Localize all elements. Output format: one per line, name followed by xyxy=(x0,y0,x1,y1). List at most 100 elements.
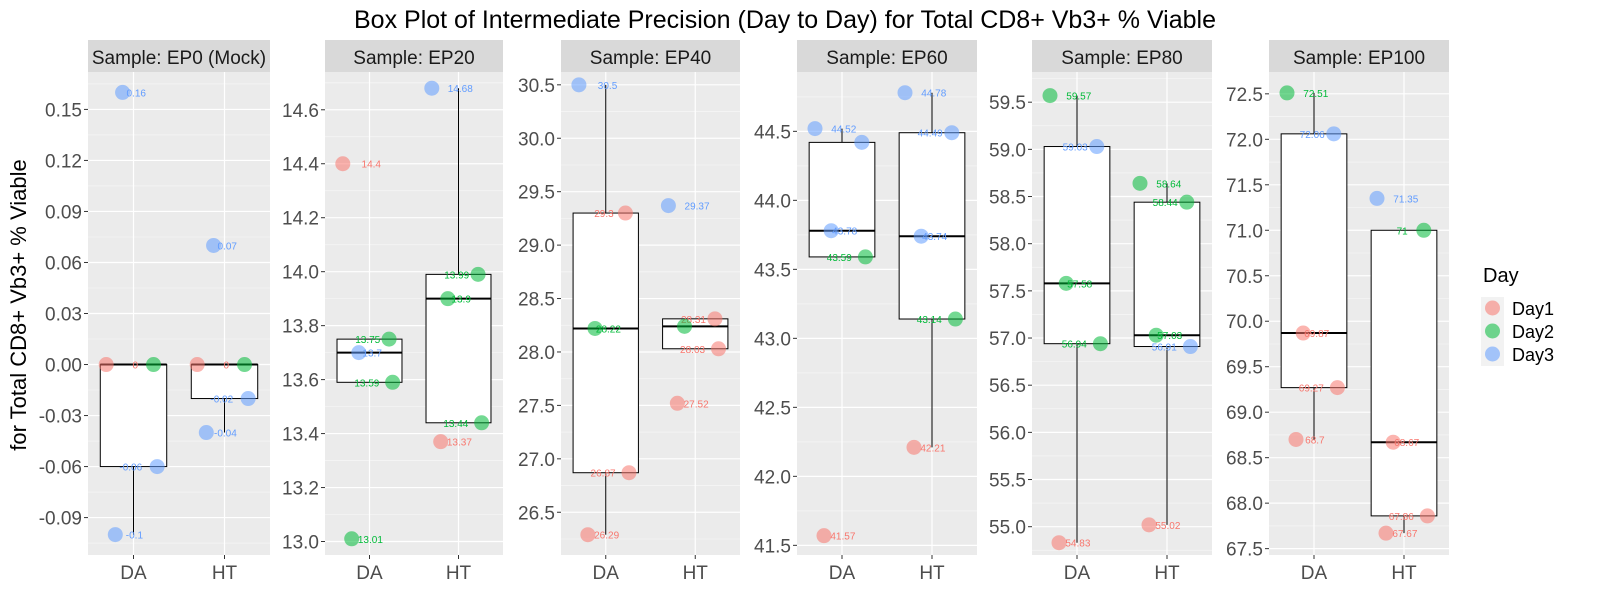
y-tick-label: 57.0 xyxy=(989,329,1026,350)
data-point xyxy=(1295,325,1311,341)
data-label: 0 xyxy=(224,361,230,372)
data-point xyxy=(906,439,922,455)
data-point xyxy=(897,85,913,101)
y-tick-label: 29.0 xyxy=(518,236,555,257)
data-point xyxy=(947,311,963,327)
data-label: -0.02 xyxy=(210,395,233,406)
facet-panel: Sample: EP20 13.0 13.2 13.4 13.6 13.8 14.0 14.2… xyxy=(282,40,503,584)
facet-title: Sample: EP0 (Mock) xyxy=(92,48,266,69)
box xyxy=(1133,201,1201,348)
x-tick-label: DA xyxy=(1301,563,1328,584)
data-label: 43.14 xyxy=(917,315,942,326)
data-label: 71 xyxy=(1397,226,1409,237)
facet-strip xyxy=(88,40,270,72)
facet-panels: Sample: EP0 (Mock) -0.09 -0.06 -0.03 0.00 0.0… xyxy=(39,40,1449,584)
data-label: 14.68 xyxy=(448,84,473,95)
data-label: 13.01 xyxy=(358,535,383,546)
legend-label: Day1 xyxy=(1512,299,1554,319)
data-label: 28.22 xyxy=(596,324,621,335)
data-point xyxy=(1326,126,1342,142)
facet-strip xyxy=(1032,40,1212,72)
y-tick-label: 59.0 xyxy=(989,140,1026,161)
data-point xyxy=(857,249,873,265)
data-point xyxy=(98,357,114,373)
y-tick-label: 72.5 xyxy=(1226,85,1263,106)
x-tick-label: DA xyxy=(593,563,620,584)
facet-panel: Sample: EP60 41.5 42.0 42.5 43.0 43.5 44.0 44.5… xyxy=(754,40,977,584)
data-point xyxy=(571,77,587,93)
y-tick-label: 26.5 xyxy=(518,503,555,524)
y-tick-label: 69.5 xyxy=(1226,358,1263,379)
data-point xyxy=(913,228,929,244)
y-tick-label: 28.0 xyxy=(518,343,555,364)
data-point xyxy=(1058,275,1074,291)
data-label: 68.7 xyxy=(1305,435,1325,446)
data-label: 69.87 xyxy=(1304,329,1329,340)
y-tick-label: 59.5 xyxy=(989,93,1026,114)
x-tick-label: DA xyxy=(120,563,147,584)
data-label: 56.94 xyxy=(1062,340,1087,351)
y-tick-label: 72.0 xyxy=(1226,130,1263,151)
data-label: 44.52 xyxy=(831,125,856,136)
data-point xyxy=(1369,190,1385,206)
chart-title: Box Plot of Intermediate Precision (Day … xyxy=(354,6,1216,34)
y-tick-label: 71.0 xyxy=(1226,221,1263,242)
data-point xyxy=(1042,88,1058,104)
data-label: 13.75 xyxy=(355,335,380,346)
data-label: 57.58 xyxy=(1067,279,1092,290)
data-point xyxy=(660,198,676,214)
y-tick-label: 44.5 xyxy=(754,122,791,143)
facet-panel: Sample: EP80 55.0 55.5 56.0 56.5 57.0 57.5 58.0… xyxy=(989,40,1212,584)
box xyxy=(898,132,966,320)
y-tick-label: 43.5 xyxy=(754,260,791,281)
data-label: 30.5 xyxy=(598,81,618,92)
facet-title: Sample: EP80 xyxy=(1061,48,1182,69)
x-tick-label: HT xyxy=(1391,563,1417,584)
y-tick-label: 28.5 xyxy=(518,290,555,311)
data-label: 27.52 xyxy=(684,399,709,410)
y-tick-label: -0.09 xyxy=(39,509,82,530)
data-point xyxy=(669,395,685,411)
data-point xyxy=(146,357,162,373)
data-label: 57.03 xyxy=(1157,331,1182,342)
y-tick-label: 14.4 xyxy=(282,155,319,176)
data-label: 13.37 xyxy=(447,438,472,449)
y-tick-label: 57.5 xyxy=(989,282,1026,303)
facet-strip xyxy=(325,40,503,72)
data-point xyxy=(1182,339,1198,355)
data-label: -0.04 xyxy=(214,429,237,440)
y-tick-label: 44.0 xyxy=(754,191,791,212)
x-tick-label: DA xyxy=(829,563,856,584)
data-label: 0.16 xyxy=(126,88,146,99)
legend-key xyxy=(1485,346,1500,362)
data-label: 44.78 xyxy=(921,89,946,100)
x-tick-label: DA xyxy=(1064,563,1091,584)
y-tick-label: 71.5 xyxy=(1226,176,1263,197)
data-point xyxy=(470,266,486,282)
data-point xyxy=(240,391,256,407)
data-label: 28.31 xyxy=(681,315,706,326)
data-label: 59.57 xyxy=(1066,92,1091,103)
data-point xyxy=(816,528,832,544)
y-tick-label: 0.15 xyxy=(45,100,82,121)
data-point xyxy=(189,357,205,373)
data-point xyxy=(1089,139,1105,155)
x-tick-label: DA xyxy=(356,563,383,584)
data-label: 71.35 xyxy=(1393,194,1418,205)
data-point xyxy=(711,341,727,357)
data-label: 29.37 xyxy=(685,202,710,213)
data-point xyxy=(580,527,596,543)
data-point xyxy=(823,223,839,239)
data-label: 26.87 xyxy=(591,469,616,480)
data-point xyxy=(351,345,367,361)
data-point xyxy=(1092,336,1108,352)
y-tick-label: 69.0 xyxy=(1226,403,1263,424)
y-tick-label: 0.03 xyxy=(45,305,82,326)
data-point xyxy=(433,434,449,450)
data-label: 0.07 xyxy=(217,241,237,252)
box xyxy=(1370,229,1438,517)
y-tick-label: 42.0 xyxy=(754,467,791,488)
data-point xyxy=(1416,222,1432,238)
data-label: 69.27 xyxy=(1299,384,1324,395)
data-label: 55.02 xyxy=(1155,521,1180,532)
